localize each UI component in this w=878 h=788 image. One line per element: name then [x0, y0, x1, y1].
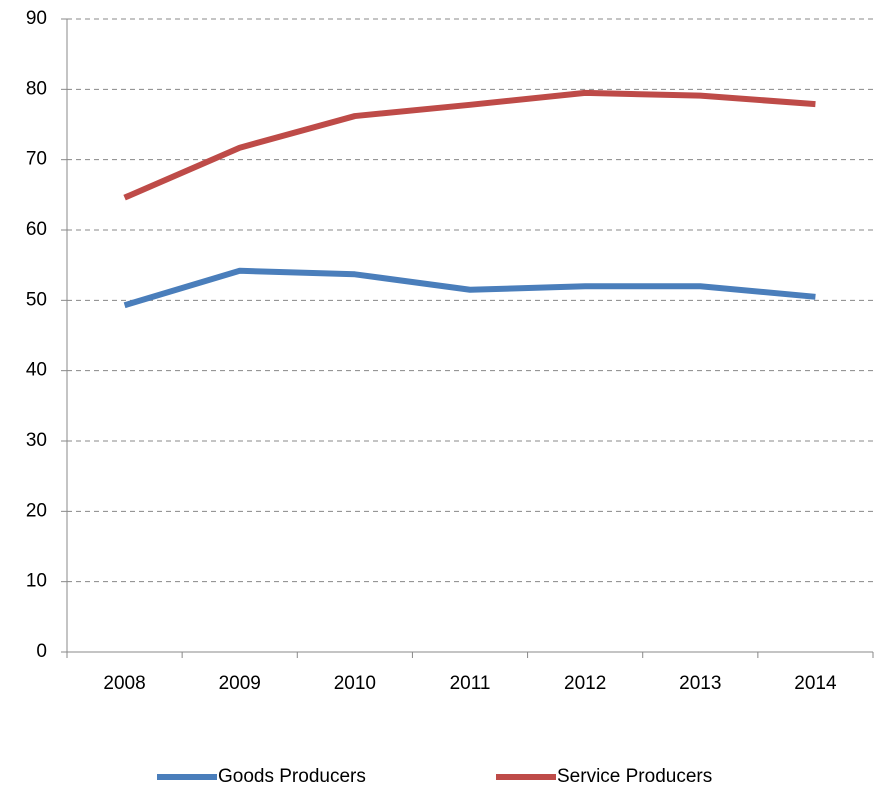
x-tick-label: 2009 [219, 673, 261, 694]
y-tick-label: 20 [26, 500, 47, 521]
y-tick-label: 0 [36, 641, 47, 662]
x-tick-label: 2010 [334, 673, 376, 694]
legend-label: Goods Producers [218, 766, 366, 787]
x-tick-label: 2013 [679, 673, 721, 694]
x-tick-label: 2011 [450, 673, 491, 694]
series-line [123, 267, 816, 309]
x-tick-label: 2014 [794, 673, 837, 694]
y-tick-label: 60 [26, 219, 47, 240]
y-tick-label: 70 [26, 149, 47, 170]
x-tick-label: 2012 [564, 673, 606, 694]
y-tick-label: 90 [26, 8, 47, 29]
y-tick-label: 80 [26, 78, 47, 99]
series-line [123, 89, 816, 201]
y-tick-label: 30 [26, 430, 47, 451]
x-tick-label: 2008 [103, 673, 145, 694]
y-tick-label: 40 [26, 360, 47, 381]
y-tick-label: 10 [26, 571, 47, 592]
y-tick-label: 50 [26, 289, 47, 310]
legend-label: Service Producers [557, 766, 712, 787]
